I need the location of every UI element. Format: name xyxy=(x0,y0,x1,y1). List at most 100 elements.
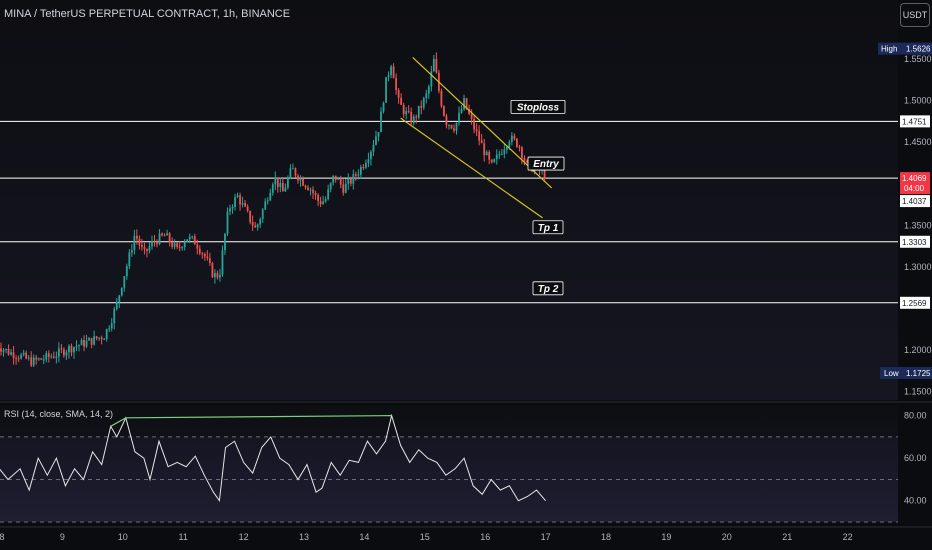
candle-body xyxy=(206,256,209,259)
time-axis-tick: 12 xyxy=(239,532,249,542)
candle-body xyxy=(508,141,511,147)
candle-body xyxy=(25,352,28,359)
candle-body xyxy=(327,189,330,200)
candle-body xyxy=(380,111,382,133)
level-tag-entry: Entry xyxy=(533,159,559,170)
candle-body xyxy=(173,243,176,247)
candle-body xyxy=(178,247,181,249)
time-axis-tick: 13 xyxy=(299,532,309,542)
candle-body xyxy=(385,77,387,103)
rsi-pane-background[interactable] xyxy=(0,405,898,522)
candle-body xyxy=(332,175,335,183)
level-tag-box[interactable] xyxy=(532,281,564,296)
candle-body xyxy=(324,199,327,202)
candle-body xyxy=(63,349,65,356)
candle-body xyxy=(498,154,501,156)
candle-body xyxy=(234,197,236,207)
candle-body xyxy=(352,174,355,184)
rsi-line[interactable] xyxy=(0,413,546,503)
level-tag-tp-2: Tp 2 xyxy=(538,284,559,295)
candle-body xyxy=(30,357,33,366)
candle-body xyxy=(37,358,40,360)
rsi-axis[interactable] xyxy=(898,405,932,522)
candle-body xyxy=(505,146,508,150)
low-label: Low xyxy=(884,369,899,378)
candle-body xyxy=(302,178,304,186)
rsi-axis-tick: 80.00 xyxy=(904,411,927,421)
price-axis-tick: 1.5500 xyxy=(904,54,932,64)
candle-body xyxy=(458,112,460,124)
candle-body xyxy=(95,336,98,339)
candle-body xyxy=(375,136,377,145)
candle-body xyxy=(478,131,481,141)
candle-body xyxy=(347,178,350,184)
candle-body xyxy=(264,201,267,210)
candle-body xyxy=(103,338,106,340)
level-tag-box[interactable] xyxy=(527,156,565,171)
time-axis-tick: 8 xyxy=(0,532,5,542)
candle-body xyxy=(292,168,294,170)
candle-body xyxy=(455,123,458,131)
current-price-value: 1.4069 xyxy=(902,174,927,183)
rsi-axis-tick: 40.00 xyxy=(904,496,927,506)
candle-body xyxy=(410,111,413,123)
candle-body xyxy=(231,206,234,209)
time-axis-tick: 19 xyxy=(661,532,671,542)
second-price-value: 1.4037 xyxy=(902,197,927,206)
candle-body xyxy=(470,113,473,119)
channel-line-lower[interactable] xyxy=(400,117,543,219)
level-tag-box[interactable] xyxy=(510,99,566,114)
candle-body xyxy=(337,178,340,180)
level-price-box xyxy=(900,296,930,309)
second-price-box xyxy=(900,195,930,208)
candle-body xyxy=(20,354,23,359)
time-axis-tick: 15 xyxy=(420,532,430,542)
candle-body xyxy=(196,244,199,249)
level-price-label: 1.2569 xyxy=(902,299,927,308)
candle-body xyxy=(440,90,443,107)
currency-button[interactable]: USDT xyxy=(900,3,930,27)
candle-body xyxy=(304,185,307,188)
candle-body xyxy=(203,253,206,257)
candle-body xyxy=(377,132,380,137)
price-pane-background[interactable] xyxy=(0,0,898,400)
candle-body xyxy=(309,189,312,191)
candle-body xyxy=(65,352,68,356)
candle-body xyxy=(314,193,317,195)
time-axis-tick: 18 xyxy=(601,532,611,542)
candle-body xyxy=(289,168,292,178)
candle-body xyxy=(186,239,189,242)
candle-body xyxy=(354,174,357,176)
candle-body xyxy=(274,177,277,185)
price-axis-tick: 1.3500 xyxy=(904,220,932,230)
candle-body xyxy=(12,352,15,359)
level-price-label: 1.3303 xyxy=(902,238,927,247)
candle-body xyxy=(198,248,201,254)
symbol-title: MINA / TetherUS PERPETUAL CONTRACT, 1h, … xyxy=(4,8,291,20)
candle-body xyxy=(17,358,20,360)
candle-body xyxy=(115,302,118,309)
level-tag-box[interactable] xyxy=(532,220,564,235)
candle-body xyxy=(271,184,274,193)
candle-body xyxy=(27,357,30,359)
rsi-overbought-segment xyxy=(110,415,392,427)
candle-body xyxy=(83,339,85,347)
candle-body xyxy=(402,104,405,115)
level-price-box xyxy=(900,235,930,248)
candle-body xyxy=(221,250,224,275)
candle-body xyxy=(55,356,58,358)
candle-body xyxy=(372,144,375,152)
candle-body xyxy=(128,252,131,267)
price-axis-tick: 1.2000 xyxy=(904,345,932,355)
candle-body xyxy=(32,357,35,366)
candle-body xyxy=(339,178,342,185)
time-axis-tick: 11 xyxy=(179,532,188,542)
rsi-indicator-title[interactable]: RSI (14, close, SMA, 14, 2) xyxy=(4,409,114,419)
candle-body xyxy=(261,209,264,219)
candle-body xyxy=(543,169,546,179)
candle-body xyxy=(75,346,78,348)
candle-body xyxy=(279,183,282,188)
candle-body xyxy=(208,258,211,264)
candle-body xyxy=(518,146,521,148)
